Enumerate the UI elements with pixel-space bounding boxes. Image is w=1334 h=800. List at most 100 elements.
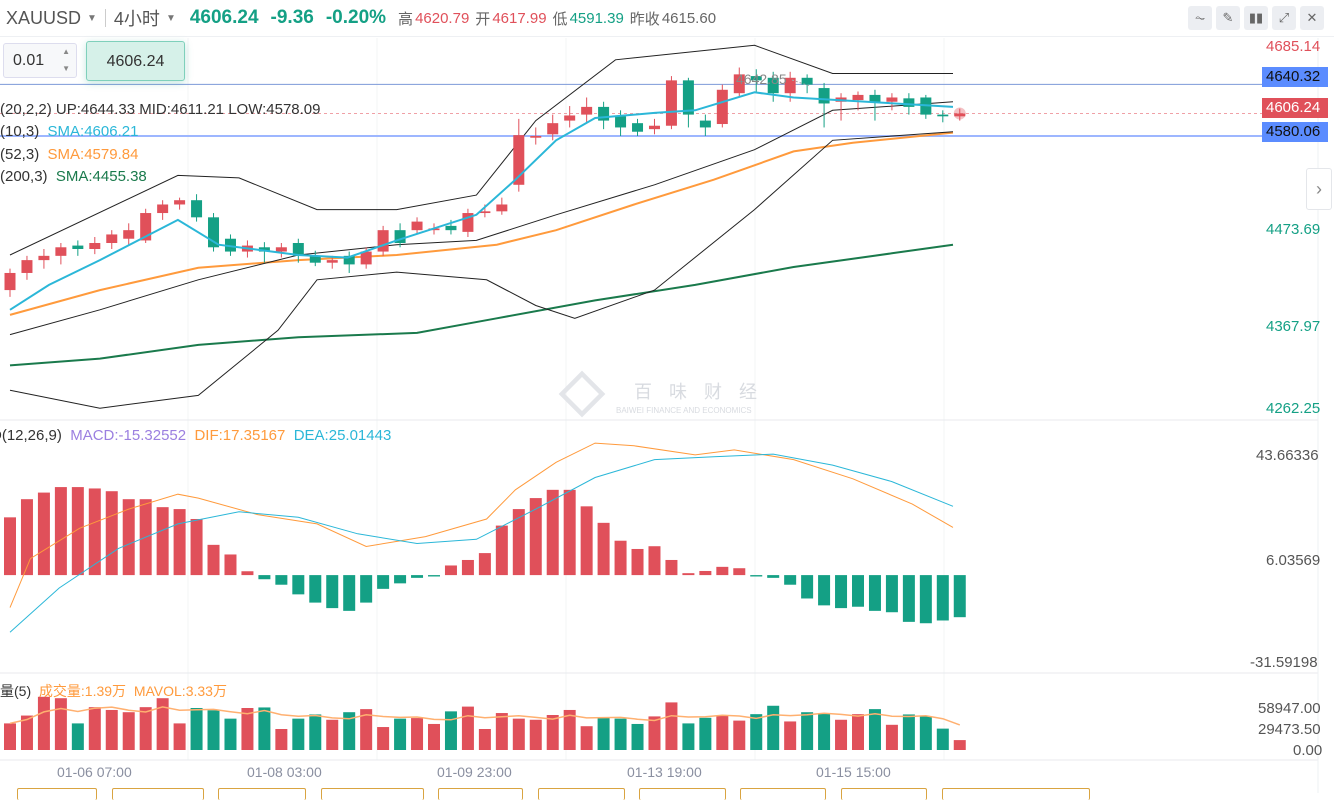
chevron-down-icon[interactable]: ▼ [87, 12, 97, 24]
macd-bar [902, 575, 915, 622]
bottom-tab[interactable] [17, 788, 97, 800]
candle-body [767, 77, 779, 94]
macd-bar [156, 507, 169, 576]
candle [343, 251, 355, 273]
candle-type-icon[interactable]: ▮▮ [1244, 6, 1268, 30]
candle-body [496, 204, 508, 212]
bottom-tab[interactable] [841, 788, 927, 800]
volume-bar [71, 723, 84, 750]
sma10-params: (10,3) [0, 123, 40, 140]
last-price: 4606.24 [189, 7, 259, 28]
volume-bar [360, 709, 373, 750]
candle-body [462, 213, 474, 232]
candle [733, 67, 745, 98]
candle [377, 225, 389, 256]
candle [224, 234, 236, 256]
quantity-stepper[interactable]: 0.01 ▲ ▼ [3, 43, 77, 78]
bottom-tab[interactable] [321, 788, 424, 800]
macd-bar [309, 575, 322, 603]
macd-value: MACD:-15.32552 [70, 427, 187, 444]
macd-bar [801, 575, 814, 599]
symbol-selector[interactable]: XAUUSD [6, 7, 82, 28]
macd-bar [224, 554, 237, 576]
macd-bar [868, 575, 881, 611]
candle-body [411, 221, 423, 231]
candle [665, 76, 677, 130]
increment-icon[interactable]: ▲ [62, 47, 70, 56]
candle [869, 89, 881, 121]
price-tag-low: 4580.06 [1262, 122, 1328, 142]
open-label: 开 [475, 10, 491, 28]
volume-bar [54, 698, 67, 750]
candle [326, 255, 338, 269]
candle [394, 223, 406, 248]
volume-bar [818, 713, 831, 750]
high-annotation: 4642.85 [736, 71, 787, 87]
decrement-icon[interactable]: ▼ [62, 64, 70, 73]
draw-icon[interactable]: ✎ [1216, 6, 1240, 30]
candle-body [309, 255, 321, 263]
macd-bar [105, 491, 118, 576]
macd-bar [71, 487, 84, 576]
candle-body [326, 260, 338, 263]
candle [818, 82, 830, 128]
volume-bar [4, 723, 16, 750]
fullscreen-icon[interactable]: ⤢ [1272, 6, 1296, 30]
volume-bar [868, 709, 881, 750]
close-icon[interactable]: ✕ [1300, 6, 1324, 30]
volume-bar [750, 714, 763, 750]
price-axis-top: 4685.14 [1266, 38, 1321, 55]
volume-bar [122, 712, 135, 750]
chevron-down-icon[interactable]: ▼ [165, 12, 176, 24]
timeframe-selector[interactable]: 4小时 [113, 9, 160, 29]
volume-bar [495, 713, 508, 750]
volume-bar [207, 710, 220, 750]
candle [632, 118, 644, 137]
candle [835, 93, 847, 121]
bottom-tab[interactable] [218, 788, 306, 800]
sma10-value: SMA:4606.21 [47, 123, 139, 140]
volume-bar [20, 715, 33, 750]
low-label: 低 [552, 10, 568, 28]
macd-bar [190, 518, 203, 576]
volume-axis-label: 0.00 [1293, 742, 1323, 759]
candle-body [750, 76, 762, 81]
bottom-tab[interactable] [438, 788, 523, 800]
volume-bar [309, 714, 322, 750]
candle [615, 110, 627, 137]
chart-toolbar: ⏦ ✎ ▮▮ ⤢ ✕ [1188, 6, 1324, 30]
macd-bar [394, 575, 407, 584]
volume-axis-label: 58947.00 [1258, 700, 1321, 717]
macd-bar [546, 489, 559, 576]
macd-bar [716, 566, 729, 576]
bottom-tab[interactable] [112, 788, 204, 800]
dea-line [9, 453, 954, 633]
boll-lower-line [9, 131, 954, 409]
sma200-legend: (200,3) SMA:4455.38 [0, 168, 147, 185]
order-price-button[interactable]: 4606.24 [86, 41, 185, 81]
current-price-dot [953, 107, 966, 120]
candle-body [886, 97, 898, 102]
candle [106, 230, 118, 249]
candle [174, 197, 186, 210]
header-bar: XAUUSD ▼ 4小时 ▼ 4606.24 -9.36 -0.20% 高 462… [0, 0, 1334, 37]
macd-bar [835, 575, 848, 609]
bottom-tab[interactable] [538, 788, 625, 800]
volume-bar [733, 720, 746, 750]
bottom-tab[interactable] [740, 788, 826, 800]
macd-bar [699, 570, 712, 576]
candle-body [733, 74, 745, 94]
chevron-right-icon[interactable]: › [1306, 168, 1332, 210]
candle-body [937, 114, 949, 117]
candle [937, 110, 949, 123]
volume-bar [614, 718, 627, 750]
indicator-icon[interactable]: ⏦ [1188, 6, 1212, 30]
candle [767, 71, 779, 102]
bottom-tab[interactable] [639, 788, 726, 800]
macd-bar [461, 559, 474, 576]
candle-body [174, 200, 186, 205]
volume-bar [835, 719, 848, 750]
boll-legend: (20,2,2) UP:4644.33 MID:4611.21 LOW:4578… [0, 101, 321, 118]
bottom-tab[interactable] [942, 788, 1090, 800]
